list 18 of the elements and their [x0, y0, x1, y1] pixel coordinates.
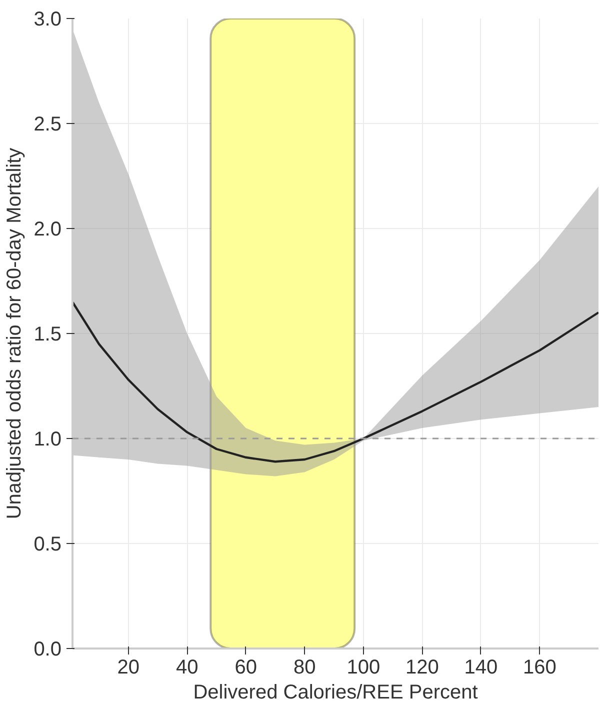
x-tick-label: 100 — [346, 656, 380, 678]
x-tick-label: 160 — [523, 656, 556, 678]
x-tick-label: 140 — [464, 656, 498, 678]
y-tick-label: 3.0 — [34, 8, 62, 30]
y-tick-label: 2.0 — [34, 218, 62, 240]
y-tick-label: 0.5 — [34, 534, 62, 556]
x-tick-label: 120 — [406, 656, 439, 678]
x-tick-label: 20 — [117, 656, 140, 678]
y-axis-title: Unadjusted odds ratio for 60-day Mortality — [4, 148, 26, 520]
line-series — [72, 300, 598, 463]
y-tick-label: 1.5 — [34, 324, 62, 346]
x-tick-label: 60 — [234, 656, 257, 678]
x-axis-title: Delivered Calories/REE Percent — [193, 682, 478, 704]
y-tick-label: 2.5 — [34, 114, 62, 136]
x-tick-label: 80 — [294, 656, 316, 678]
y-tick-label: 1.0 — [34, 428, 62, 450]
y-tick-label: 0.0 — [34, 638, 62, 660]
x-tick-label: 40 — [176, 656, 198, 678]
